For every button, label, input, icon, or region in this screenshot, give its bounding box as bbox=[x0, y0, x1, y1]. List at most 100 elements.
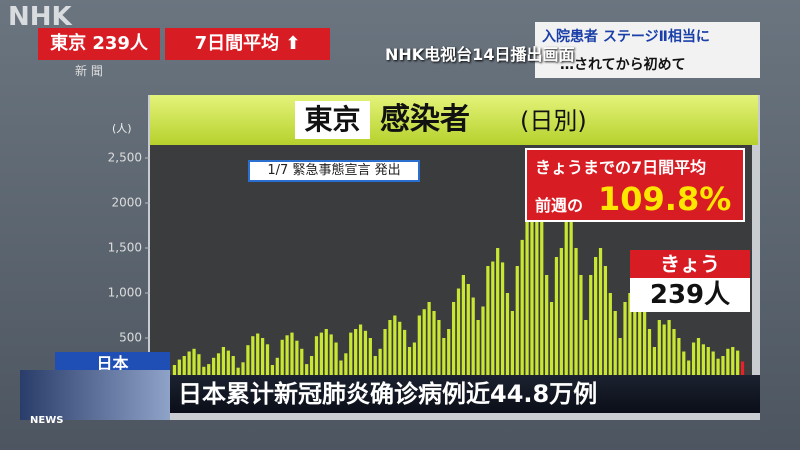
today-value: 239人 bbox=[630, 278, 750, 312]
bar bbox=[187, 351, 191, 383]
annotation: 1/7 緊急事態宣言 発出 bbox=[248, 160, 420, 182]
bar bbox=[647, 329, 652, 383]
title-bar bbox=[150, 95, 758, 145]
tag-average: 7日間平均 ⬆ bbox=[165, 28, 330, 60]
bar bbox=[515, 266, 519, 383]
bar bbox=[212, 357, 216, 383]
bar bbox=[305, 364, 309, 383]
chart-title: 東京 bbox=[295, 101, 370, 139]
bar bbox=[358, 324, 363, 383]
bar bbox=[280, 339, 284, 383]
bar bbox=[598, 248, 603, 383]
bar bbox=[642, 311, 647, 383]
bar bbox=[432, 311, 436, 383]
bar bbox=[319, 332, 323, 383]
bar bbox=[177, 359, 181, 383]
bar bbox=[447, 329, 451, 383]
bar bbox=[192, 348, 196, 383]
bar bbox=[711, 351, 715, 383]
bar bbox=[476, 320, 480, 383]
headline-box bbox=[535, 22, 760, 78]
bar bbox=[451, 302, 456, 383]
bar bbox=[496, 248, 500, 383]
headline-line: 入院患者 ステージⅡ相当に bbox=[542, 29, 710, 45]
bar bbox=[270, 365, 275, 383]
bar bbox=[726, 348, 730, 383]
bar bbox=[182, 356, 186, 383]
bar bbox=[339, 360, 343, 383]
chart-subtitle: 感染者 bbox=[380, 102, 470, 137]
bar bbox=[696, 338, 701, 383]
bar bbox=[172, 365, 177, 383]
bar bbox=[334, 342, 338, 383]
bar bbox=[584, 320, 588, 383]
bar bbox=[427, 302, 431, 383]
bar bbox=[290, 332, 294, 383]
channel-logo: NHK bbox=[8, 2, 72, 32]
bar bbox=[246, 345, 250, 383]
bar bbox=[716, 358, 720, 383]
bar bbox=[535, 162, 539, 383]
news-logo: NEWS bbox=[30, 415, 64, 426]
bar bbox=[652, 347, 657, 383]
bar bbox=[314, 336, 319, 383]
y-tick-label: 2,500 bbox=[108, 151, 142, 165]
bar bbox=[736, 350, 740, 383]
today-label: きょう bbox=[630, 250, 750, 278]
bar bbox=[594, 257, 598, 383]
bar bbox=[608, 293, 612, 383]
bar bbox=[265, 344, 270, 383]
bar bbox=[657, 320, 661, 383]
bar bbox=[672, 329, 676, 383]
callout-box bbox=[525, 148, 745, 222]
bar bbox=[354, 329, 358, 383]
callout-value: 109.8% bbox=[598, 180, 732, 218]
bar bbox=[574, 248, 578, 383]
y-tick-label: 2000 bbox=[111, 196, 142, 210]
caption: NHK电视台14日播出画面 bbox=[385, 45, 575, 64]
bar bbox=[520, 239, 524, 383]
bar bbox=[349, 332, 353, 383]
bar bbox=[466, 284, 470, 383]
bar bbox=[373, 356, 377, 383]
bar bbox=[500, 262, 505, 383]
bar bbox=[691, 342, 696, 383]
bar bbox=[285, 335, 289, 383]
bar bbox=[559, 248, 563, 383]
bar bbox=[383, 329, 387, 383]
chart-note: (日別) bbox=[520, 107, 587, 135]
bar bbox=[589, 275, 593, 383]
bar bbox=[442, 338, 446, 383]
bar bbox=[540, 221, 544, 383]
bar bbox=[486, 266, 490, 383]
bar bbox=[545, 275, 549, 383]
bar bbox=[618, 338, 622, 383]
bar bbox=[706, 347, 710, 383]
bar bbox=[701, 344, 705, 383]
bar bbox=[731, 347, 735, 383]
y-tick-label: 1,000 bbox=[108, 286, 142, 300]
bar bbox=[603, 266, 608, 383]
bar bbox=[251, 336, 255, 383]
tag: 東京 239人 bbox=[38, 28, 160, 60]
bar bbox=[721, 356, 725, 383]
bar bbox=[388, 320, 392, 383]
bar bbox=[662, 324, 666, 383]
bar bbox=[491, 261, 495, 383]
bar bbox=[510, 311, 514, 383]
bar bbox=[260, 338, 265, 383]
y-tick-label: 1,500 bbox=[108, 241, 142, 255]
y-axis-label: (人) bbox=[112, 122, 132, 135]
bar bbox=[363, 330, 368, 383]
bar bbox=[687, 360, 691, 383]
bar bbox=[329, 334, 333, 383]
bar bbox=[530, 156, 534, 383]
bar bbox=[481, 306, 485, 383]
bar bbox=[295, 340, 299, 383]
bar bbox=[275, 357, 279, 383]
y-tick-label: 500 bbox=[119, 331, 142, 345]
bar bbox=[207, 364, 211, 383]
bar bbox=[456, 288, 461, 383]
